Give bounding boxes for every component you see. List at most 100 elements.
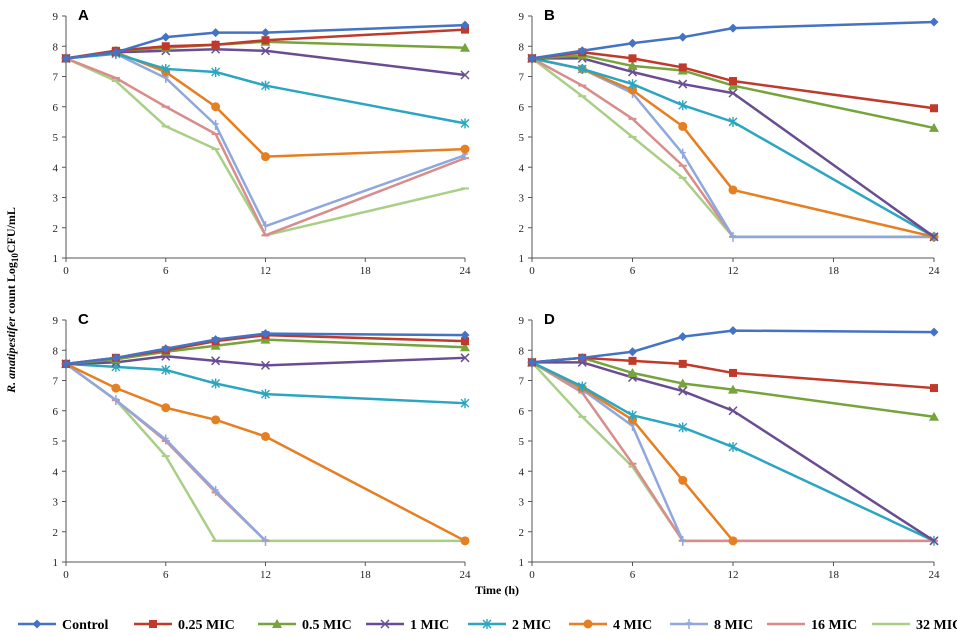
data-point [261,329,270,339]
data-point [728,384,738,394]
data-point [628,38,637,48]
panel-label: A [78,7,89,24]
data-point [678,32,688,42]
data-point [628,54,637,63]
legend-marker [380,619,390,629]
series-line [65,362,267,542]
data-point [728,536,738,546]
y-tick-label: 9 [519,315,525,327]
y-tick-label: 8 [519,41,525,53]
legend-label: 2 MIC [512,618,551,633]
data-point [678,100,688,111]
data-point [527,53,537,63]
legend-label: 0.5 MIC [302,618,352,633]
series-control [61,20,470,63]
data-point [678,422,688,433]
data-point [730,231,736,242]
data-point [260,46,271,56]
legend-marker [32,619,42,629]
data-point [678,386,688,396]
series-line [65,57,466,237]
y-tick-label: 5 [53,436,59,448]
data-point [161,63,171,74]
data-point [728,80,738,90]
data-point [677,378,688,388]
series-line [532,361,935,542]
legend-marker [149,620,157,628]
x-axis-title: Time (h) [475,583,519,597]
x-tick-label: 6 [163,265,169,277]
data-point [161,364,171,375]
panel-label: D [544,311,555,328]
y-tick-label: 7 [519,376,525,388]
y-tick-label: 7 [53,376,59,388]
data-point [460,353,470,363]
series-line [531,329,935,364]
series-line [65,338,466,366]
data-point [211,415,221,425]
data-point [211,335,221,345]
legend-item-2-mic: 2 MIC [468,618,551,633]
data-point [111,353,121,363]
y-tick-label: 2 [53,527,59,539]
series-4-mic [61,47,470,162]
y-tick-label: 6 [519,406,525,418]
y-tick-label: 5 [519,132,525,144]
x-tick-label: 0 [63,569,69,581]
y-tick-label: 8 [53,345,59,357]
legend-item-32-mic: 32 MIC [872,618,957,633]
legend-label: 0.25 MIC [178,618,235,633]
y-tick-label: 4 [53,466,59,478]
data-point [212,119,219,130]
data-point [211,66,221,77]
x-tick-label: 12 [260,569,271,581]
data-point [211,378,221,389]
data-point [61,359,71,369]
data-point [212,485,219,496]
data-point [460,70,470,80]
y-axis-title-unit: CFU/mL [4,207,18,253]
data-point [929,536,939,546]
data-point [260,360,271,370]
y-tick-label: 1 [519,557,525,569]
x-tick-label: 24 [460,569,472,581]
series-line [65,362,466,542]
y-tick-label: 6 [53,102,59,114]
data-point [460,398,470,409]
data-point [728,116,738,127]
legend-item-4-mic: 4 MIC [569,618,652,633]
legend-item-8-mic: 8 MIC [670,618,753,633]
y-tick-label: 2 [519,527,525,539]
data-point [930,384,938,393]
x-tick-label: 18 [828,265,840,277]
legend-label: Control [62,618,109,633]
data-point [729,77,737,86]
series-line [65,362,267,542]
data-point [460,144,470,154]
data-point [460,330,470,340]
data-point [930,104,938,113]
data-point [162,434,169,445]
series-line [531,20,935,60]
data-point [210,340,221,350]
x-tick-label: 24 [929,265,941,277]
x-tick-label: 18 [360,569,372,581]
data-point [929,17,939,27]
data-point [460,20,470,30]
data-point [261,36,270,45]
data-point [261,80,270,91]
legend-marker [686,619,692,629]
series-line [65,332,466,366]
series-line [65,57,466,237]
series-control [527,17,939,63]
series-line [65,362,466,405]
x-tick-label: 0 [529,265,535,277]
y-axis-title-subscript: 10 [10,253,20,263]
y-tick-label: 6 [519,102,525,114]
x-tick-label: 24 [460,265,472,277]
y-axis-title-organism: R. anatipestifer [4,317,18,394]
data-point [729,368,737,377]
legend-label: 4 MIC [613,618,652,633]
